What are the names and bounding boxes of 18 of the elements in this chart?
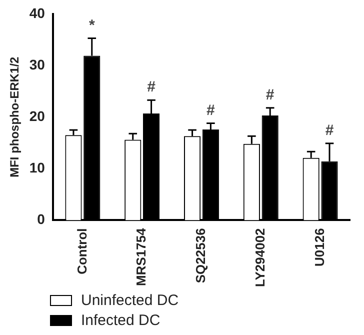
annotation: # — [206, 102, 216, 119]
y-tick-label: 0 — [37, 211, 46, 228]
x-tick-label: SQ22536 — [193, 228, 208, 284]
y-axis-title: MFI phospho-ERK1/2 — [8, 56, 22, 178]
y-tick-label: 40 — [29, 4, 46, 21]
x-tick-label: MRS1754 — [134, 227, 149, 286]
annotation: # — [325, 122, 334, 140]
x-tick-label: U0126 — [312, 228, 327, 267]
y-tick-label: 30 — [29, 56, 46, 72]
annotation: # — [266, 86, 275, 104]
annotation: # — [147, 78, 156, 96]
legend-label: Uninfected DC — [81, 292, 179, 308]
legend-label: Infected DC — [81, 312, 160, 328]
y-tick-label: 10 — [29, 160, 46, 176]
annotation: * — [88, 16, 95, 34]
y-tick-label: 20 — [29, 108, 46, 124]
x-tick-label: LY294002 — [252, 228, 268, 288]
x-tick-label: Control — [74, 228, 90, 274]
